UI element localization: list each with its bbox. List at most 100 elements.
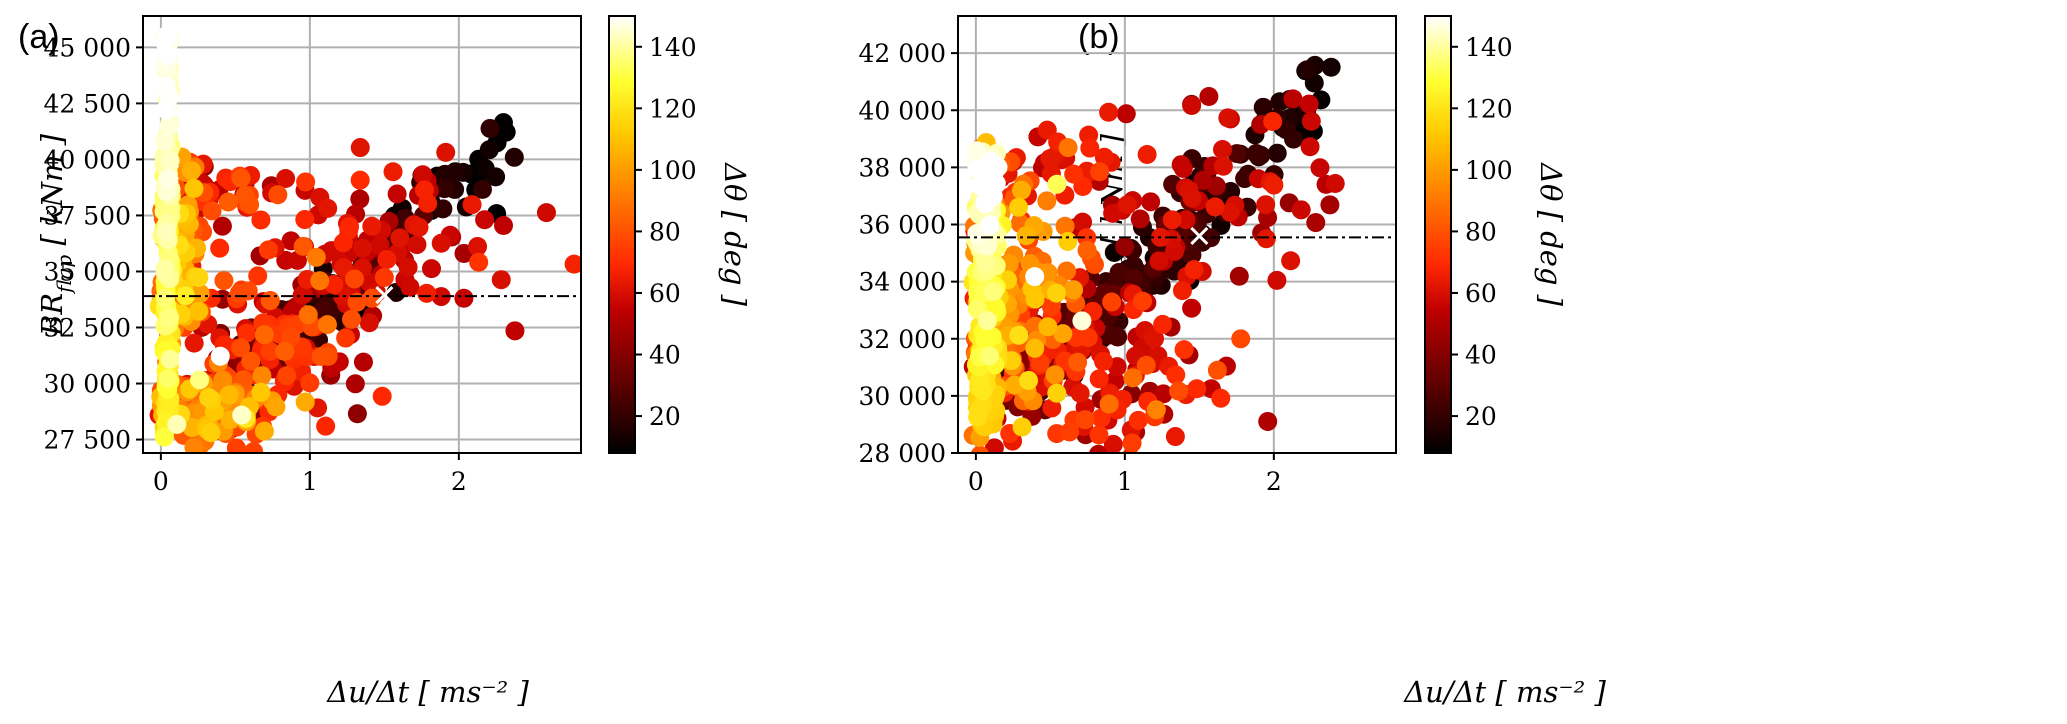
scatter-point — [210, 346, 230, 366]
scatter-point — [210, 238, 230, 258]
colorbar-tick-label: 120 — [649, 94, 697, 123]
scatter-point — [1038, 317, 1058, 337]
scatter-point — [1116, 104, 1136, 124]
scatter-point — [370, 235, 390, 255]
scatter-point — [1325, 173, 1345, 193]
scatter-point — [377, 249, 397, 269]
y-axis-title-a: BRflap [ kNm ] — [35, 133, 76, 337]
scatter-point — [300, 373, 320, 393]
scatter-point — [407, 235, 427, 255]
x-tick-label: 1 — [1117, 467, 1133, 496]
scatter-point — [1019, 370, 1039, 390]
scatter-point — [1300, 137, 1320, 157]
scatter-point — [213, 370, 233, 390]
scatter-point — [157, 222, 177, 242]
scatter-point — [310, 271, 330, 291]
colorbar-tick-label: 80 — [649, 217, 681, 246]
scatter-point — [980, 215, 1000, 235]
y-tick-label: 35 000 — [44, 257, 131, 286]
scatter-point — [1253, 97, 1273, 117]
scatter-point — [1130, 209, 1150, 229]
scatter-point — [1025, 267, 1045, 287]
scatter-point — [1089, 369, 1109, 389]
scatter-point — [350, 138, 370, 158]
scatter-point — [372, 386, 392, 406]
x-axis-title-b: Δu/Δt [ ms⁻² ] — [1403, 675, 1606, 709]
scatter-point — [340, 217, 360, 237]
scatter-point — [475, 210, 495, 230]
x-tick-label: 1 — [302, 467, 318, 496]
scatter-point — [1149, 251, 1169, 271]
scatter-point — [1213, 139, 1233, 159]
scatter-point — [296, 172, 316, 192]
scatter-point — [218, 192, 238, 212]
scatter-points — [149, 26, 581, 453]
scatter-point — [417, 283, 437, 303]
scatter-point — [306, 247, 326, 267]
scatter-point — [1299, 94, 1319, 114]
scatter-point — [316, 416, 336, 436]
scatter-point — [1042, 398, 1062, 418]
scatter-point — [251, 210, 271, 230]
scatter-point — [241, 351, 261, 371]
scatter-point — [231, 168, 251, 188]
scatter-point — [435, 179, 455, 199]
scatter-point — [983, 282, 1003, 302]
y-tick-label: 40 000 — [44, 145, 131, 174]
x-tick-label: 0 — [153, 467, 169, 496]
scatter-point — [160, 151, 180, 171]
scatter-point — [293, 236, 313, 256]
colorbar-tick-label: 80 — [1465, 217, 1497, 246]
scatter-point — [1306, 213, 1326, 233]
scatter-point — [190, 283, 210, 303]
scatter-point — [254, 421, 274, 441]
scatter-point — [978, 328, 998, 348]
scatter-point — [1174, 340, 1194, 360]
scatter-point — [202, 201, 222, 221]
scatter-point — [1102, 292, 1122, 312]
scatter-point — [155, 288, 175, 308]
y-tick-label: 42 000 — [859, 39, 946, 68]
scatter-point — [1040, 149, 1060, 169]
x-tick-label: 2 — [451, 467, 467, 496]
scatter-point — [345, 374, 365, 394]
scatter-point — [1256, 195, 1276, 215]
axes-frame — [142, 15, 582, 454]
scatter-point — [433, 199, 453, 219]
scatter-point — [1064, 164, 1084, 184]
scatter-point — [1133, 291, 1153, 311]
x-marker — [1190, 226, 1209, 245]
y-tick-label: 36 000 — [859, 211, 946, 240]
scatter-point — [1058, 138, 1078, 158]
scatter-point — [1068, 352, 1088, 372]
scatter-point — [1169, 381, 1189, 401]
scatter-point — [1099, 394, 1119, 414]
scatter-point — [400, 277, 420, 297]
scatter-point — [159, 116, 179, 136]
scatter-point — [252, 366, 272, 386]
scatter-point — [1090, 162, 1110, 182]
scatter-point — [1053, 324, 1073, 344]
colorbar-b: 20 40 60 80 100 120 140 Δθ [ deg ] — [1424, 15, 1568, 454]
scatter-point — [491, 270, 511, 290]
scatter-point — [1109, 262, 1129, 282]
scatter-point — [260, 291, 280, 311]
scatter-point — [462, 195, 482, 215]
scatter-point — [398, 257, 418, 277]
scatter-point — [975, 192, 995, 212]
scatter-point — [1016, 226, 1036, 246]
scatter-point — [1025, 338, 1045, 358]
scatter-point — [1047, 383, 1067, 403]
scatter-point — [564, 254, 581, 274]
scatter-point — [977, 236, 997, 256]
panel-label-b: (b) — [1078, 18, 1120, 56]
scatter-point — [336, 328, 356, 348]
scatter-point — [1046, 283, 1066, 303]
scatter-point — [1123, 368, 1143, 388]
scatter-point — [1103, 434, 1123, 453]
scatter-point — [436, 142, 456, 162]
y-tick-label: 34 000 — [859, 268, 946, 297]
scatter-point — [158, 169, 178, 189]
scatter-point — [1263, 111, 1283, 131]
scatter-point — [350, 170, 370, 190]
